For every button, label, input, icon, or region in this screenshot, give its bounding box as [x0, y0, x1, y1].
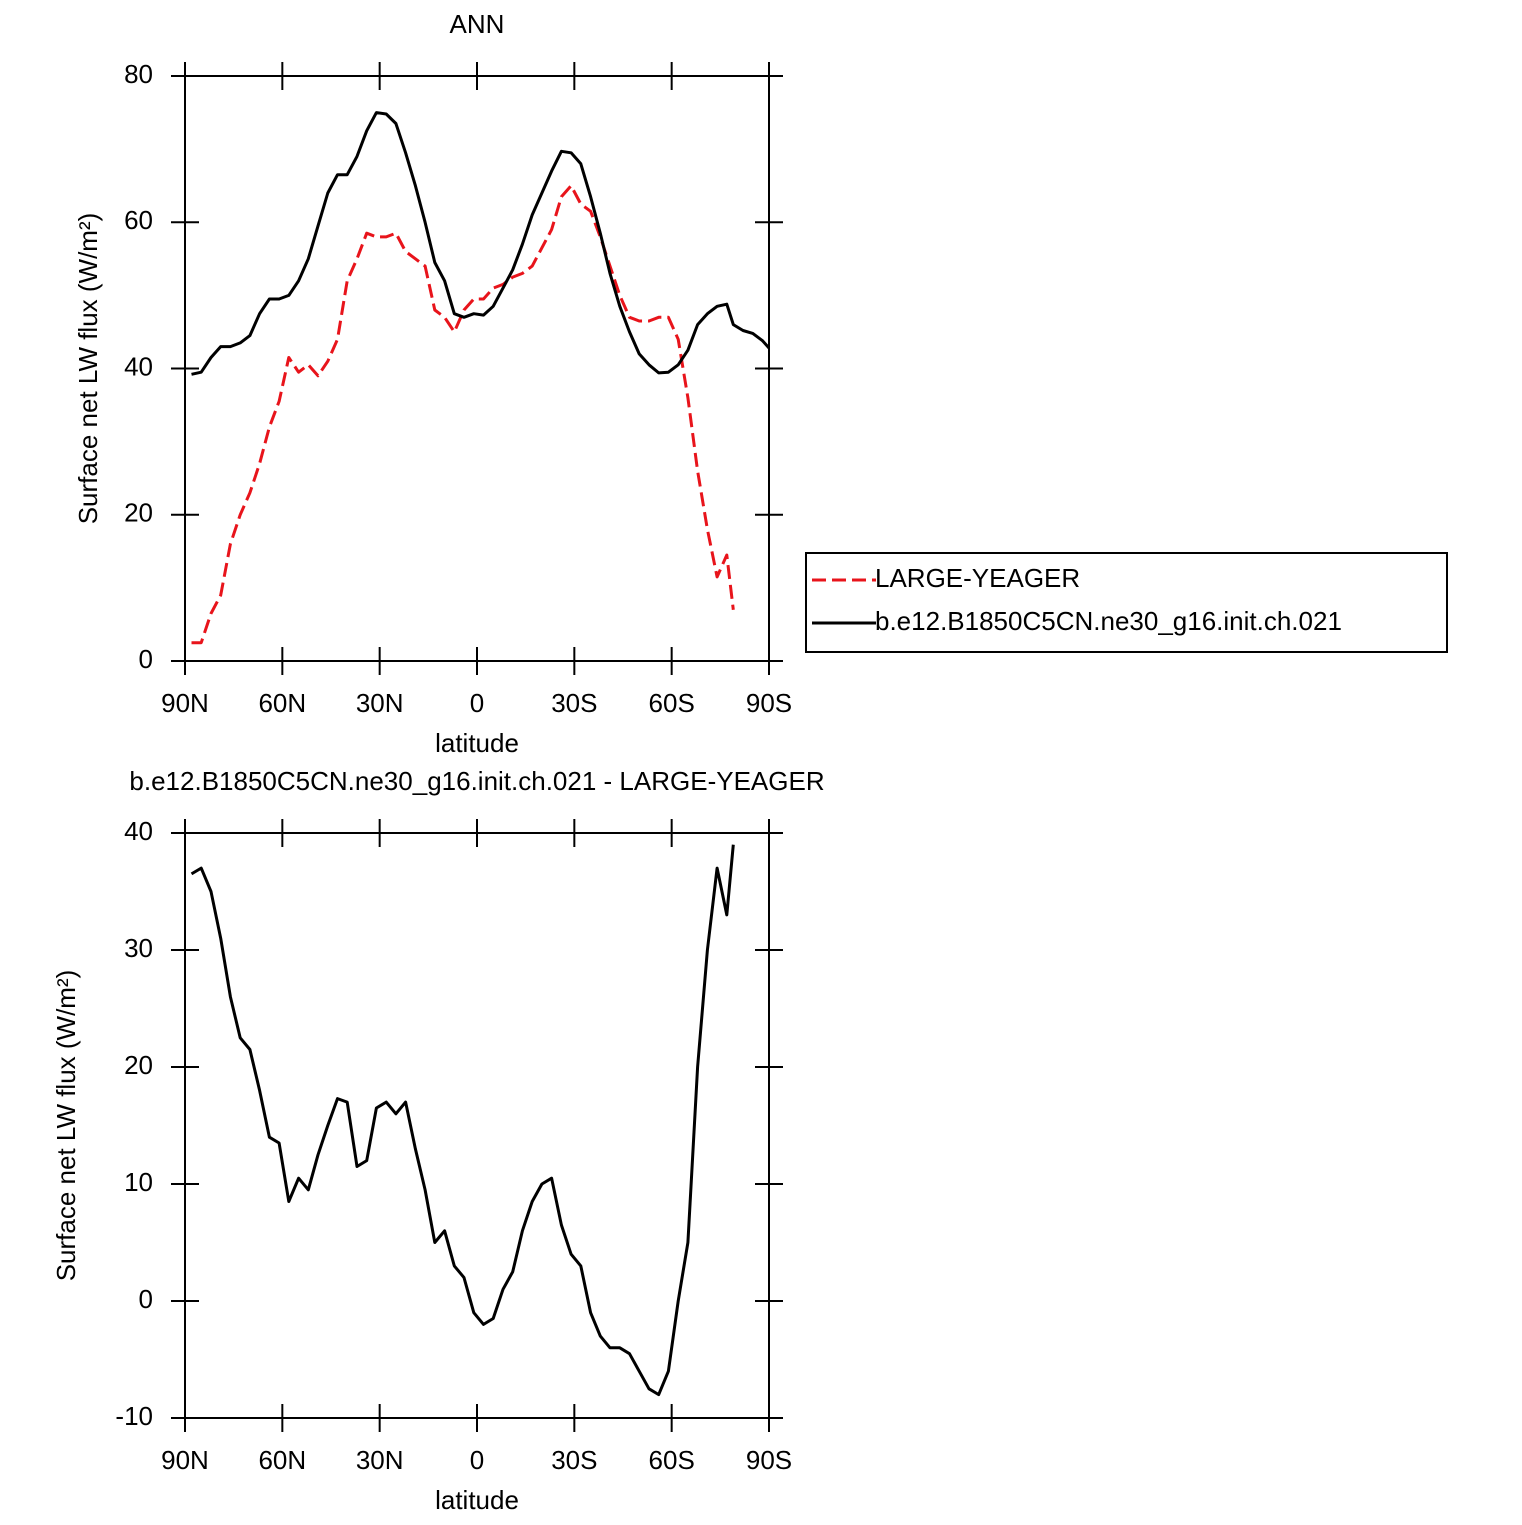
y-tick-label: 40: [124, 816, 153, 846]
y-tick-label: -10: [115, 1401, 153, 1431]
x-tick-label: 30N: [356, 1445, 404, 1475]
y-tick-label: 60: [124, 205, 153, 235]
x-tick-label: 0: [470, 688, 484, 718]
x-tick-label: 90S: [746, 688, 792, 718]
y-tick-label: 80: [124, 59, 153, 89]
y-tick-label: 30: [124, 933, 153, 963]
chart-title: b.e12.B1850C5CN.ne30_g16.init.ch.021 - L…: [129, 766, 824, 796]
x-tick-label: 60N: [258, 688, 306, 718]
legend-box: [805, 552, 1448, 653]
data-line: [191, 111, 771, 376]
x-tick-label: 30S: [551, 1445, 597, 1475]
y-axis-label: Surface net LW flux (W/m²): [73, 213, 103, 525]
chart-title: ANN: [450, 9, 505, 39]
y-axis-label: Surface net LW flux (W/m²): [51, 970, 81, 1282]
data-line: [191, 184, 735, 645]
x-tick-label: 90N: [161, 1445, 209, 1475]
x-tick-label: 90N: [161, 688, 209, 718]
y-tick-label: 10: [124, 1167, 153, 1197]
x-tick-label: 30N: [356, 688, 404, 718]
x-axis-label: latitude: [435, 1485, 519, 1515]
y-tick-label: 20: [124, 498, 153, 528]
y-tick-label: 0: [139, 1284, 153, 1314]
x-tick-label: 0: [470, 1445, 484, 1475]
x-tick-label: 60S: [649, 1445, 695, 1475]
x-tick-label: 90S: [746, 1445, 792, 1475]
x-tick-label: 30S: [551, 688, 597, 718]
y-tick-label: 0: [139, 644, 153, 674]
y-tick-label: 40: [124, 351, 153, 381]
legend-label: LARGE-YEAGER: [875, 563, 1080, 593]
x-tick-label: 60N: [258, 1445, 306, 1475]
y-tick-label: 20: [124, 1050, 153, 1080]
legend-label: b.e12.B1850C5CN.ne30_g16.init.ch.021: [875, 606, 1342, 636]
x-axis-label: latitude: [435, 728, 519, 758]
x-tick-label: 60S: [649, 688, 695, 718]
plot-frame: [184, 75, 770, 662]
plot-frame: [184, 832, 770, 1419]
data-line: [190, 844, 735, 1397]
